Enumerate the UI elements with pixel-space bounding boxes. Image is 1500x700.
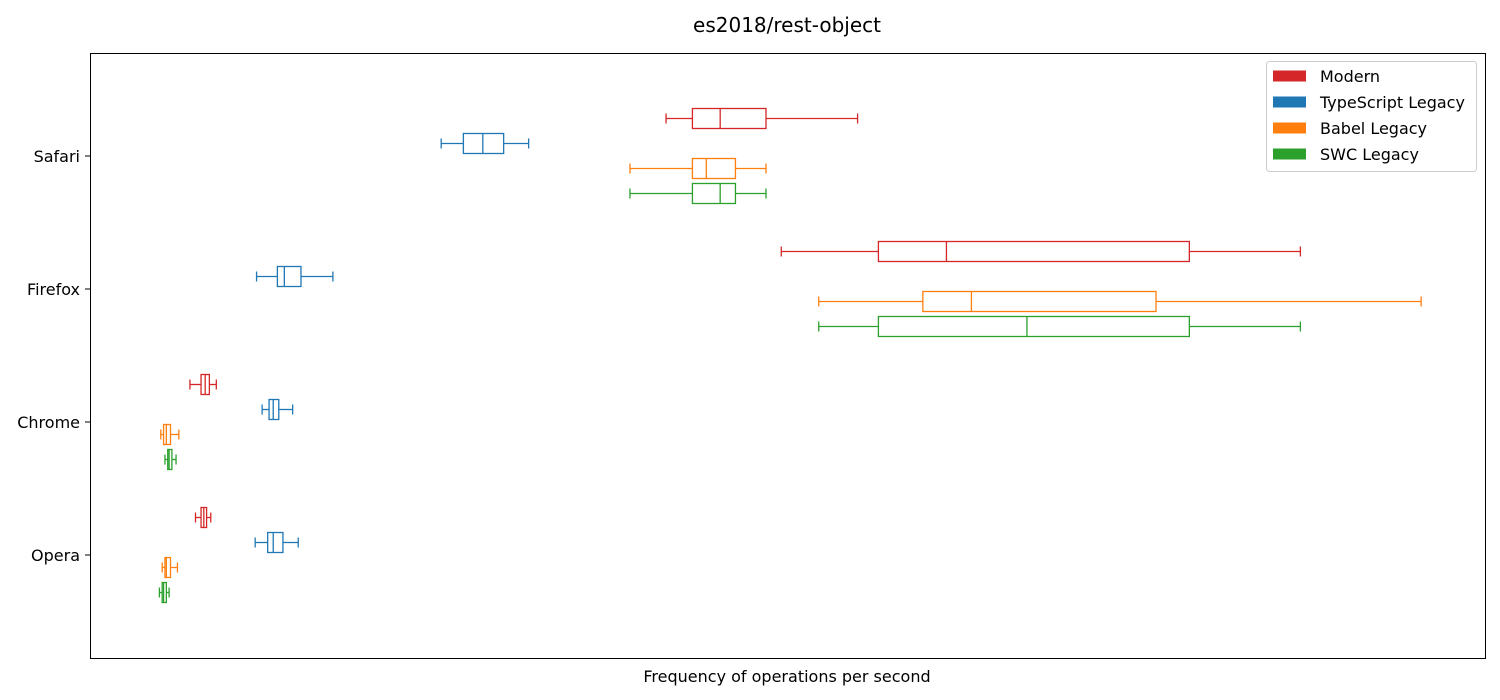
legend-swatch-modern (1273, 70, 1306, 82)
legend-label-modern: Modern (1320, 67, 1380, 86)
box-swc-legacy-opera (158, 581, 170, 604)
y-tick-label-opera: Opera (31, 546, 80, 565)
iqr-box (276, 265, 302, 288)
box-babel-legacy-safari (629, 157, 767, 180)
x-axis-label: Frequency of operations per second (643, 667, 930, 686)
iqr-box (161, 581, 167, 604)
box-modern-opera (194, 506, 212, 529)
iqr-box (877, 240, 1190, 263)
box-babel-legacy-chrome (160, 423, 180, 446)
legend-label-typescript-legacy: TypeScript Legacy (1319, 93, 1465, 112)
chart-title: es2018/rest-object (693, 13, 881, 37)
iqr-box (164, 556, 172, 579)
y-tick-label-chrome: Chrome (17, 413, 80, 432)
plot-area (90, 53, 1486, 659)
y-tick-label-firefox: Firefox (27, 280, 80, 299)
legend-swatch-typescript-legacy (1273, 96, 1306, 108)
iqr-box (462, 132, 505, 155)
box-babel-legacy-opera (161, 556, 179, 579)
legend: Modern TypeScript Legacy Babel Legacy SWC L… (1266, 61, 1477, 172)
box-swc-legacy-chrome (164, 448, 177, 471)
legend-swatch-swc-legacy (1273, 148, 1306, 160)
iqr-box (877, 315, 1190, 338)
box-typescript-legacy-chrome (261, 398, 294, 421)
legend-frame (1266, 61, 1477, 172)
iqr-box (691, 157, 737, 180)
iqr-box (162, 423, 172, 446)
legend-label-swc-legacy: SWC Legacy (1320, 145, 1419, 164)
iqr-box (268, 398, 280, 421)
box-typescript-legacy-firefox (255, 265, 334, 288)
box-typescript-legacy-safari (440, 132, 530, 155)
iqr-box (922, 290, 1157, 313)
box-modern-firefox (780, 240, 1302, 263)
iqr-box (167, 448, 173, 471)
legend-label-babel-legacy: Babel Legacy (1320, 119, 1427, 138)
legend-swatch-babel-legacy (1273, 122, 1306, 134)
box-swc-legacy-safari (629, 182, 767, 205)
iqr-box (267, 531, 284, 554)
box-modern-chrome (189, 373, 217, 396)
box-modern-safari (665, 107, 859, 130)
y-tick-label-safari: Safari (34, 147, 80, 166)
iqr-box (691, 182, 737, 205)
box-swc-legacy-firefox (818, 315, 1302, 338)
box-babel-legacy-firefox (818, 290, 1422, 313)
iqr-box (691, 107, 767, 130)
box-typescript-legacy-opera (254, 531, 299, 554)
